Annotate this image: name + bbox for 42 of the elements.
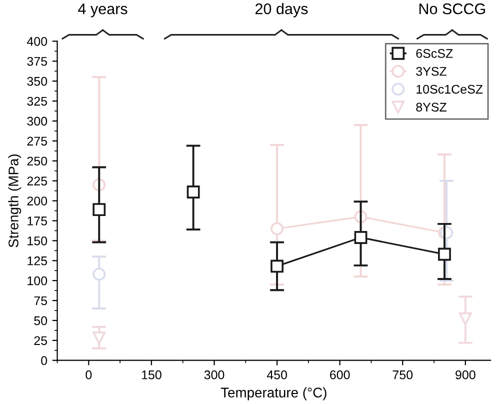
x-tick-label: 150 xyxy=(142,370,162,380)
point xyxy=(92,332,106,344)
point xyxy=(270,260,284,273)
point xyxy=(92,268,106,281)
y-tick-label: 350 xyxy=(27,76,48,86)
point xyxy=(270,222,284,236)
y-tick-label: 275 xyxy=(27,136,48,146)
point xyxy=(92,203,106,216)
y-tick-label: 300 xyxy=(27,116,48,126)
text: 20 days xyxy=(256,3,308,18)
legend-label: 10Sc1CeSZ xyxy=(416,84,483,94)
point xyxy=(438,248,451,261)
point xyxy=(354,231,368,244)
y-tick-label: 100 xyxy=(28,276,48,286)
y-tick-label: 175 xyxy=(28,216,48,226)
y-tick-label: 250 xyxy=(27,156,48,166)
y-tick-label: 200 xyxy=(27,196,48,206)
legend-label: 3YSZ xyxy=(416,66,447,76)
x-tick-label: 0 xyxy=(86,370,92,380)
text: 4 years xyxy=(78,4,128,18)
y-tick-label: 150 xyxy=(28,236,48,246)
x-tick-label: 750 xyxy=(392,370,413,380)
y-tick-label: 0 xyxy=(41,356,48,366)
legend-label: 8YSZ xyxy=(416,102,447,112)
y-tick-label: 25 xyxy=(34,336,48,346)
x-tick-label: 900 xyxy=(456,370,476,380)
legend-label: 6ScSZ xyxy=(416,49,453,58)
y-tick-label: 50 xyxy=(34,316,48,326)
text: No SCCG xyxy=(419,3,485,14)
x-axis-title: Temperature (°C) xyxy=(220,387,326,400)
y-tick-label: 375 xyxy=(27,56,48,66)
y-tick-label: 400 xyxy=(26,37,48,46)
y-tick-label: 325 xyxy=(27,96,48,106)
x-tick-label: 600 xyxy=(330,370,350,380)
y-tick-label: 75 xyxy=(34,296,48,306)
point xyxy=(458,312,472,326)
y-tick-label: 225 xyxy=(27,176,48,186)
y-tick-label: 125 xyxy=(28,256,48,266)
y-axis-title: Strength (MPa) xyxy=(8,154,22,248)
x-tick-label: 450 xyxy=(266,370,287,380)
point xyxy=(186,186,200,198)
x-tick-label: 300 xyxy=(204,370,224,380)
